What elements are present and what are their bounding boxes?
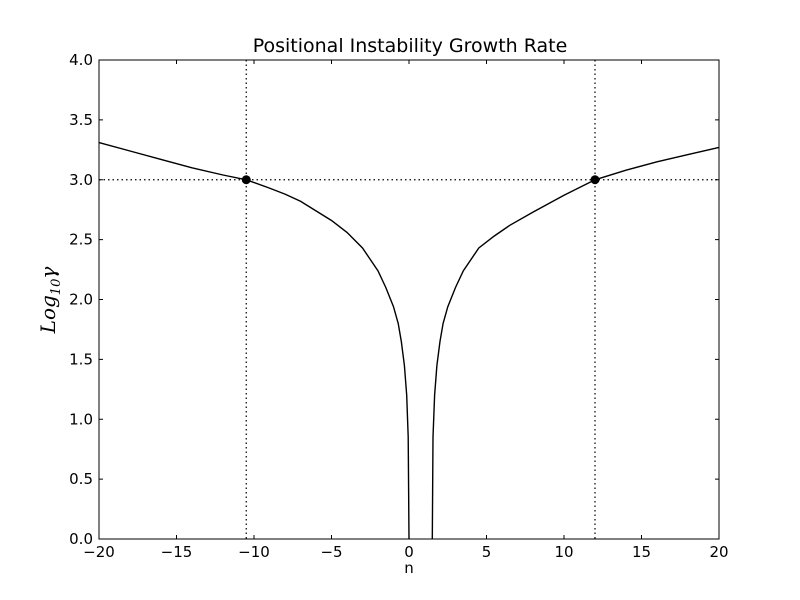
y-axis-label-subscript: 10 (49, 279, 64, 296)
y-tick-label: 3.5 (69, 111, 93, 129)
y-tick-label: 3.0 (69, 171, 93, 189)
y-tick-label: 0.5 (69, 470, 93, 488)
x-tick-label: 15 (632, 543, 651, 561)
y-tick-label: 1.0 (69, 410, 93, 428)
y-tick-label: 1.5 (69, 350, 93, 368)
x-tick-label: 10 (554, 543, 573, 561)
plot-area (98, 60, 720, 540)
y-axis-label: Log10γ (36, 267, 64, 335)
growth-rate-curve-branch-2 (431, 146, 720, 540)
intersection-marker-1 (241, 175, 251, 185)
x-axis-label: n (404, 559, 414, 577)
y-tick-label: 2.0 (69, 291, 93, 309)
x-tick-label: −15 (161, 543, 193, 561)
intersection-marker-2 (590, 175, 600, 185)
x-tick-label: −20 (83, 543, 115, 561)
axis-ticks: −20 −15 −10 −5 0 5 10 15 20 0.0 0.5 1.0 1.5 2.0 2.5 3.0… (69, 51, 728, 561)
x-tick-label: −10 (238, 543, 270, 561)
x-tick-label: 5 (482, 543, 492, 561)
x-tick-label: 0 (404, 543, 414, 561)
y-tick-label: 4.0 (69, 51, 93, 69)
y-tick-label: 0.0 (69, 530, 93, 548)
y-tick-label: 2.5 (69, 231, 93, 249)
y-axis-label-base: Log (36, 295, 60, 334)
growth-rate-curve-branch-1 (98, 141, 410, 540)
x-tick-label: −5 (320, 543, 342, 561)
x-tick-label: 20 (709, 543, 728, 561)
chart-title: Positional Instability Growth Rate (253, 35, 568, 57)
y-axis-label-symbol: γ (36, 267, 60, 279)
